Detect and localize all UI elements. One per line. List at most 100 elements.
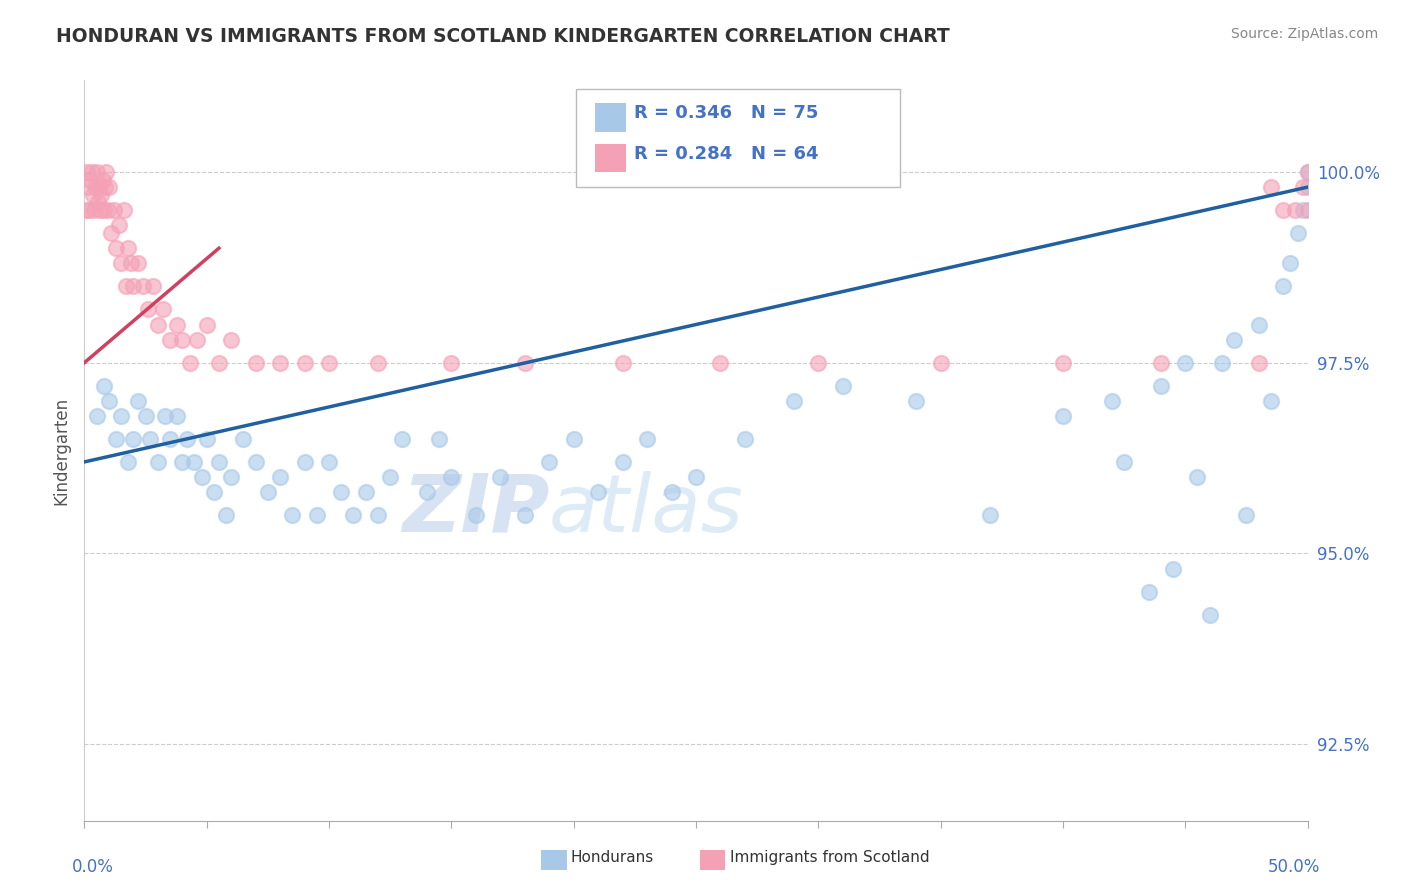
- Point: [586, 485, 609, 500]
- Point: [115, 279, 138, 293]
- Point: [172, 455, 194, 469]
- Point: [77, 202, 100, 217]
- Point: [1260, 180, 1282, 194]
- Point: [1161, 562, 1184, 576]
- Point: [110, 409, 132, 423]
- Point: [94, 180, 117, 194]
- Point: [80, 165, 103, 179]
- Point: [489, 470, 512, 484]
- Point: [79, 172, 101, 186]
- Point: [176, 432, 198, 446]
- Point: [1174, 356, 1197, 370]
- Point: [269, 470, 291, 484]
- Point: [127, 256, 149, 270]
- Point: [103, 202, 125, 217]
- Point: [416, 485, 439, 500]
- Point: [215, 508, 238, 523]
- Text: Hondurans: Hondurans: [571, 850, 654, 865]
- Point: [440, 356, 463, 370]
- Point: [117, 455, 139, 469]
- Text: 50.0%: 50.0%: [1267, 858, 1320, 876]
- Point: [1279, 256, 1302, 270]
- Point: [191, 470, 214, 484]
- Point: [734, 432, 756, 446]
- Point: [612, 356, 634, 370]
- Point: [219, 333, 242, 347]
- Point: [120, 256, 142, 270]
- Point: [105, 241, 128, 255]
- Point: [367, 356, 389, 370]
- Point: [117, 241, 139, 255]
- Point: [122, 432, 145, 446]
- Point: [1198, 607, 1220, 622]
- Point: [257, 485, 280, 500]
- Point: [354, 485, 377, 500]
- Point: [1187, 470, 1209, 484]
- Point: [318, 455, 340, 469]
- Point: [179, 356, 201, 370]
- Point: [195, 432, 218, 446]
- Text: 0.0%: 0.0%: [72, 858, 114, 876]
- Point: [294, 455, 316, 469]
- Point: [1236, 508, 1258, 523]
- Point: [562, 432, 585, 446]
- Point: [97, 180, 120, 194]
- Point: [1150, 356, 1173, 370]
- Point: [440, 470, 463, 484]
- Point: [93, 202, 115, 217]
- Point: [294, 356, 316, 370]
- Point: [661, 485, 683, 500]
- Point: [342, 508, 364, 523]
- Point: [427, 432, 450, 446]
- Point: [105, 432, 128, 446]
- Point: [135, 409, 157, 423]
- Point: [195, 318, 218, 332]
- Text: ZIP: ZIP: [402, 471, 550, 549]
- Point: [1260, 393, 1282, 408]
- Point: [1292, 180, 1315, 194]
- Point: [807, 356, 830, 370]
- Point: [100, 226, 122, 240]
- Point: [464, 508, 486, 523]
- Point: [831, 378, 853, 392]
- Point: [97, 393, 120, 408]
- Text: Source: ZipAtlas.com: Source: ZipAtlas.com: [1230, 27, 1378, 41]
- Point: [110, 256, 132, 270]
- Point: [1052, 356, 1074, 370]
- Point: [159, 432, 181, 446]
- Point: [281, 508, 304, 523]
- Point: [1247, 356, 1270, 370]
- Point: [136, 302, 159, 317]
- Point: [1296, 202, 1319, 217]
- Point: [96, 165, 118, 179]
- Point: [112, 202, 135, 217]
- Text: atlas: atlas: [550, 471, 744, 549]
- Point: [127, 393, 149, 408]
- Point: [538, 455, 561, 469]
- Point: [91, 172, 114, 186]
- Point: [513, 508, 536, 523]
- Point: [1292, 202, 1315, 217]
- Point: [380, 470, 402, 484]
- Point: [1052, 409, 1074, 423]
- Point: [166, 318, 188, 332]
- Point: [139, 432, 162, 446]
- Point: [84, 180, 107, 194]
- Point: [208, 356, 231, 370]
- Point: [89, 202, 111, 217]
- Point: [330, 485, 353, 500]
- Point: [269, 356, 291, 370]
- Point: [305, 508, 328, 523]
- Point: [86, 165, 108, 179]
- Point: [82, 187, 104, 202]
- Point: [132, 279, 155, 293]
- Point: [905, 393, 928, 408]
- Text: R = 0.346   N = 75: R = 0.346 N = 75: [634, 104, 818, 122]
- Point: [1272, 202, 1295, 217]
- Point: [1101, 393, 1123, 408]
- Point: [1286, 226, 1309, 240]
- Point: [146, 318, 169, 332]
- Point: [1150, 378, 1173, 392]
- Point: [219, 470, 242, 484]
- Point: [146, 455, 169, 469]
